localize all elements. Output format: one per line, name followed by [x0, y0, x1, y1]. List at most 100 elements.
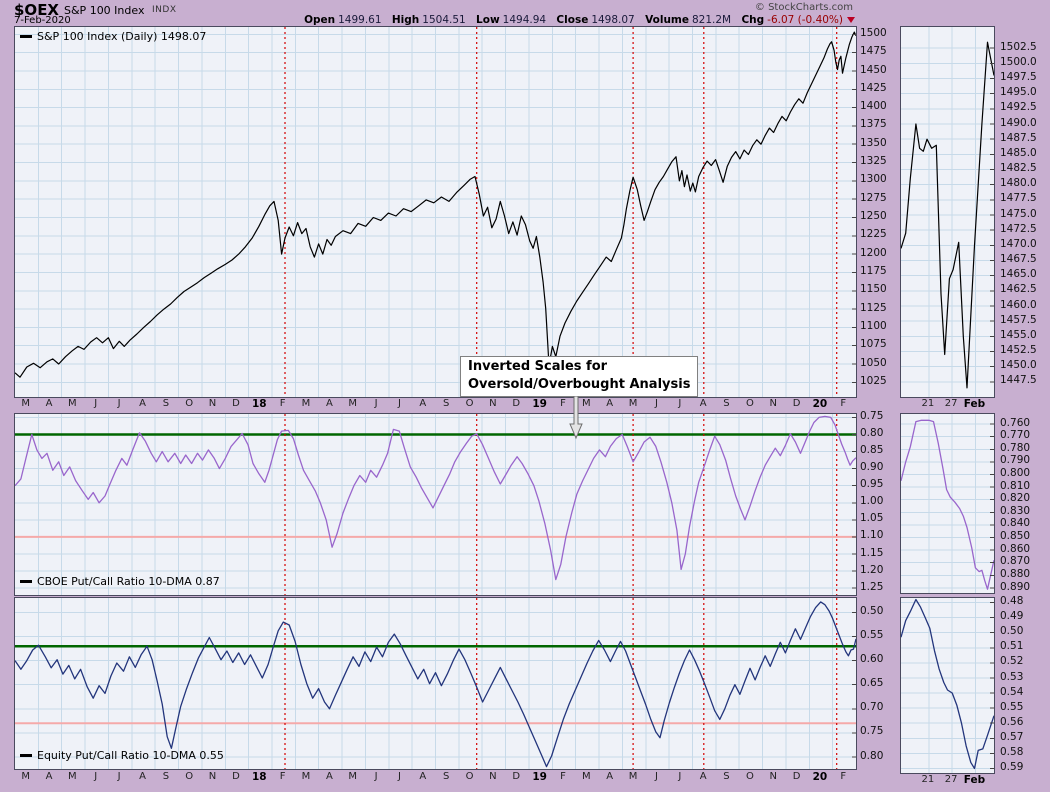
x-axis-month-label: D: [512, 398, 521, 409]
y-tick-label: 0.48: [1000, 595, 1024, 607]
x-axis-month-label: M: [628, 771, 638, 782]
x-axis-month-label: 19: [532, 771, 547, 783]
y-tick-label: 1300: [860, 173, 887, 186]
x-axis-month-label: N: [208, 398, 217, 409]
y-tick-label: 0.53: [1000, 670, 1024, 683]
y-tick-label: 1482.5: [1000, 162, 1037, 174]
x-axis-month-label: A: [45, 398, 53, 409]
x-axis-month-label: A: [419, 398, 427, 409]
x-axis-month-label: N: [489, 398, 497, 409]
x-axis-month-label: M: [21, 398, 31, 409]
y-tick-label: 1025: [860, 374, 887, 387]
x-axis-month-label: M: [348, 771, 358, 782]
x-axis-month-label: N: [208, 771, 217, 782]
y-tick-label: 0.95: [860, 478, 884, 491]
y-tick-label: 1470.0: [1000, 237, 1037, 250]
y-tick-label: 0.55: [1000, 700, 1024, 713]
cboe-series-legend: CBOE Put/Call Ratio 10-DMA 0.87: [20, 575, 220, 588]
x-axis-month-label: 20: [812, 398, 828, 410]
x-axis-month-label: 19: [532, 398, 547, 410]
y-tick-label: 1.10: [860, 529, 884, 542]
x-axis-month-label: A: [45, 771, 53, 782]
x-axis-month-label: O: [185, 771, 194, 782]
inset-x-axis-label: 27: [944, 774, 958, 785]
y-tick-label: 0.80: [860, 749, 884, 762]
x-axis-month-label: D: [512, 771, 521, 782]
ticker-symbol: $OEX: [14, 1, 59, 19]
price-panel-plot: [14, 26, 857, 398]
month-axis-top: M A M J J A S O N D 18 F M A M J J A S O N D 19 F M A M J J A S O N D 20 F: [14, 397, 855, 412]
inset-x-axis-label: 27: [944, 398, 958, 409]
price-inset-x-axis: 21 27 Feb: [900, 397, 993, 412]
y-tick-label: 1475: [860, 45, 887, 58]
x-axis-month-label: F: [560, 398, 566, 409]
oex-inset-svg: [901, 27, 994, 397]
equity-inset-svg: [901, 598, 994, 773]
y-tick-label: 0.80: [860, 427, 884, 439]
x-axis-month-label: A: [139, 398, 146, 409]
equity-inset-plot: [900, 597, 995, 774]
x-axis-month-label: A: [606, 771, 614, 782]
inset-x-axis-label: Feb: [963, 774, 986, 786]
x-axis-month-label: M: [21, 771, 31, 782]
equity-legend-dash-icon: [20, 754, 32, 757]
x-axis-month-label: S: [162, 771, 170, 782]
open-label: Open: [304, 14, 336, 26]
y-tick-label: 1487.5: [1000, 131, 1037, 144]
x-axis-month-label: 20: [812, 771, 828, 783]
y-tick-label: 1500: [860, 26, 887, 39]
x-axis-month-label: N: [769, 771, 777, 782]
volume-label: Volume: [645, 14, 689, 26]
y-tick-label: 0.65: [860, 677, 884, 690]
y-tick-label: 1.00: [860, 495, 884, 508]
x-axis-month-label: J: [678, 771, 682, 782]
y-tick-label: 0.850: [1000, 530, 1031, 542]
y-tick-label: 0.790: [1000, 454, 1031, 467]
close-label: Close: [556, 14, 589, 26]
y-tick-label: 0.820: [1000, 492, 1031, 505]
y-tick-label: 1497.5: [1000, 71, 1037, 84]
y-tick-label: 1.15: [860, 546, 884, 559]
inset-x-axis-label: 21: [921, 398, 935, 409]
y-tick-label: 1325: [860, 155, 887, 167]
x-axis-month-label: A: [325, 771, 333, 782]
y-tick-label: 0.760: [1000, 416, 1031, 429]
y-tick-label: 1495.0: [1000, 86, 1037, 99]
y-tick-label: 0.870: [1000, 555, 1031, 568]
equity-panel-y-axis: 0.50 0.55 0.60 0.65 0.70 0.75 0.80: [857, 597, 897, 768]
y-tick-label: 1375: [860, 118, 887, 131]
y-tick-label: 0.55: [860, 629, 884, 641]
change-down-triangle-icon: [847, 17, 855, 23]
y-tick-label: 1452.5: [1000, 344, 1037, 356]
quote-bar: Open 1499.61 High 1504.51 Low 1494.94 Close…: [304, 14, 855, 26]
y-tick-label: 1350: [860, 136, 887, 149]
y-tick-label: 1467.5: [1000, 253, 1037, 265]
y-tick-label: 1.20: [860, 563, 884, 576]
y-tick-label: 0.75: [860, 725, 884, 738]
x-axis-month-label: 18: [252, 398, 267, 410]
y-tick-label: 1275: [860, 191, 887, 204]
equity-main-svg: [15, 598, 856, 769]
y-tick-label: 1475.0: [1000, 207, 1037, 220]
x-axis-month-label: J: [374, 771, 378, 782]
close-value: 1498.07: [591, 14, 635, 26]
high-value: 1504.51: [422, 14, 466, 26]
equity-series-legend: Equity Put/Call Ratio 10-DMA 0.55: [20, 749, 224, 762]
y-tick-label: 0.51: [1000, 640, 1024, 653]
y-tick-label: 1490.0: [1000, 116, 1037, 129]
ticker-name: S&P 100 Index: [64, 4, 145, 17]
x-axis-month-label: A: [139, 771, 146, 782]
x-axis-month-label: J: [94, 398, 98, 409]
x-axis-month-label: J: [117, 771, 121, 782]
equity-panel-plot: [14, 597, 857, 770]
y-tick-label: 0.70: [860, 701, 884, 714]
x-axis-month-label: M: [301, 398, 311, 409]
x-axis-month-label: M: [628, 398, 638, 409]
x-axis-month-label: J: [654, 398, 658, 409]
price-series-legend: S&P 100 Index (Daily) 1498.07: [20, 30, 206, 43]
y-tick-label: 0.57: [1000, 730, 1024, 743]
y-tick-label: 1485.0: [1000, 146, 1037, 159]
x-axis-month-label: N: [769, 398, 777, 409]
y-tick-label: 0.75: [860, 409, 884, 422]
x-axis-month-label: J: [397, 398, 401, 409]
